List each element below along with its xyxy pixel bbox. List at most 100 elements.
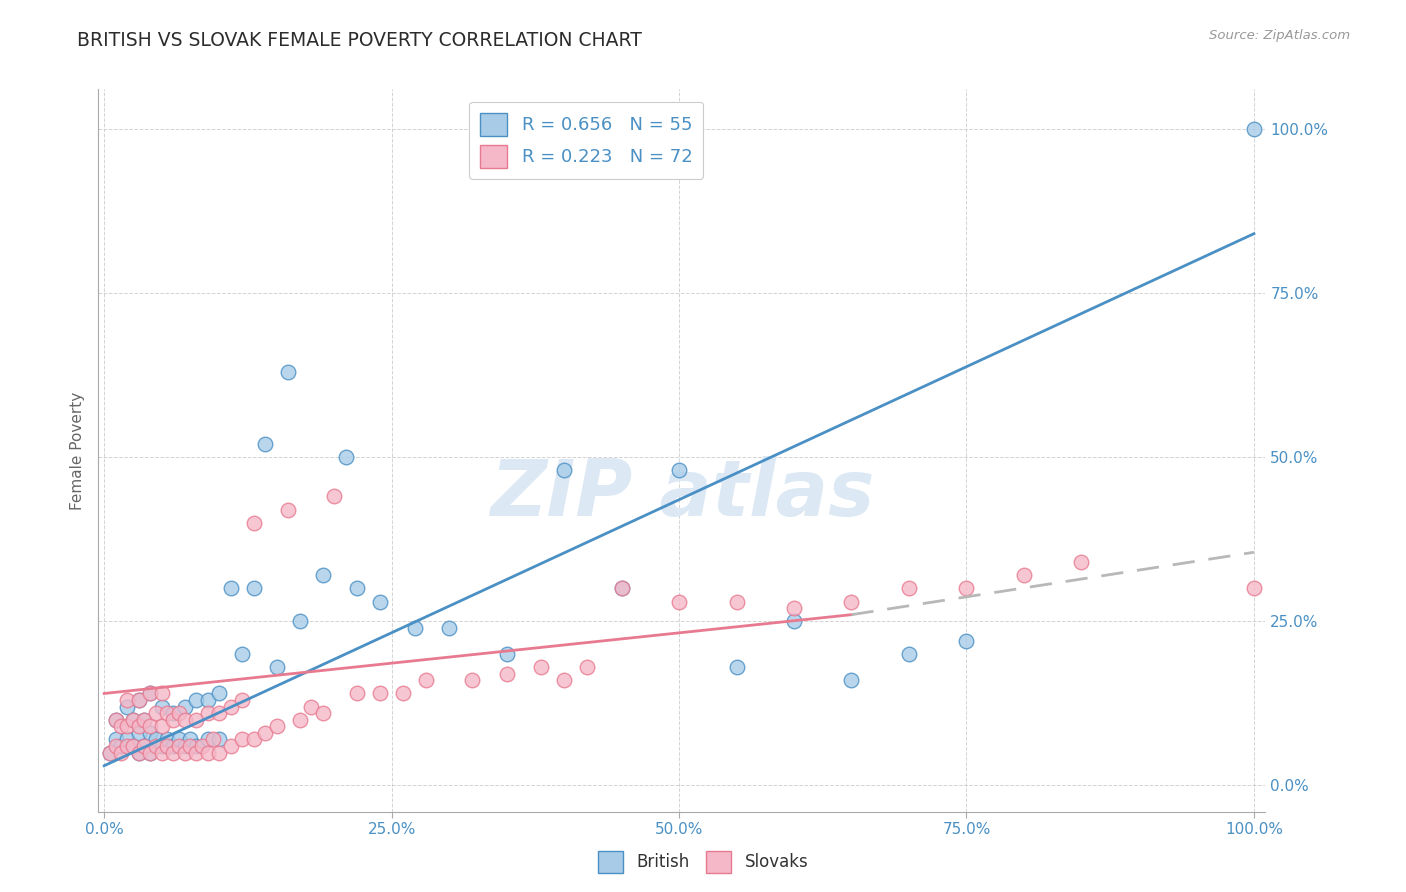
- Point: [173, 739, 195, 753]
- Point: [162, 706, 184, 721]
- Point: [219, 582, 242, 596]
- Point: [128, 726, 150, 740]
- Point: [231, 693, 253, 707]
- Point: [197, 706, 219, 721]
- Point: [288, 614, 311, 628]
- Point: [173, 746, 195, 760]
- Point: [139, 686, 162, 700]
- Point: [110, 739, 132, 753]
- Point: [150, 746, 173, 760]
- Point: [437, 621, 460, 635]
- Point: [167, 732, 190, 747]
- Point: [156, 739, 179, 753]
- Point: [115, 699, 138, 714]
- Text: Source: ZipAtlas.com: Source: ZipAtlas.com: [1209, 29, 1350, 42]
- Point: [242, 582, 264, 596]
- Point: [323, 490, 346, 504]
- Point: [898, 647, 921, 661]
- Point: [668, 594, 690, 608]
- Point: [139, 746, 162, 760]
- Point: [128, 746, 150, 760]
- Point: [145, 739, 167, 753]
- Point: [219, 699, 242, 714]
- Point: [186, 746, 208, 760]
- Point: [495, 666, 517, 681]
- Point: [208, 706, 231, 721]
- Point: [186, 713, 208, 727]
- Point: [162, 746, 184, 760]
- Point: [139, 686, 162, 700]
- Point: [725, 594, 748, 608]
- Point: [783, 601, 806, 615]
- Point: [346, 582, 368, 596]
- Point: [134, 739, 156, 753]
- Point: [208, 732, 231, 747]
- Point: [162, 713, 184, 727]
- Point: [392, 686, 415, 700]
- Point: [139, 726, 162, 740]
- Point: [104, 739, 127, 753]
- Point: [202, 732, 225, 747]
- Point: [254, 726, 277, 740]
- Point: [335, 450, 357, 464]
- Point: [173, 699, 195, 714]
- Point: [110, 746, 132, 760]
- Point: [150, 699, 173, 714]
- Point: [150, 739, 173, 753]
- Point: [530, 660, 553, 674]
- Point: [208, 686, 231, 700]
- Point: [254, 437, 277, 451]
- Point: [150, 686, 173, 700]
- Point: [495, 647, 517, 661]
- Point: [179, 732, 201, 747]
- Point: [167, 739, 190, 753]
- Point: [288, 713, 311, 727]
- Point: [115, 719, 138, 733]
- Point: [128, 693, 150, 707]
- Point: [277, 502, 299, 516]
- Point: [115, 732, 138, 747]
- Point: [1012, 568, 1035, 582]
- Point: [231, 732, 253, 747]
- Point: [242, 732, 264, 747]
- Point: [404, 621, 426, 635]
- Point: [368, 594, 391, 608]
- Point: [1243, 582, 1265, 596]
- Point: [104, 713, 127, 727]
- Point: [576, 660, 599, 674]
- Point: [783, 614, 806, 628]
- Point: [841, 594, 863, 608]
- Point: [898, 582, 921, 596]
- Y-axis label: Female Poverty: Female Poverty: [70, 392, 86, 509]
- Point: [186, 739, 208, 753]
- Point: [415, 673, 437, 688]
- Point: [299, 699, 322, 714]
- Point: [610, 582, 633, 596]
- Point: [266, 719, 288, 733]
- Point: [191, 739, 214, 753]
- Point: [122, 739, 145, 753]
- Point: [128, 746, 150, 760]
- Point: [115, 693, 138, 707]
- Text: ZIP atlas: ZIP atlas: [489, 456, 875, 532]
- Point: [104, 732, 127, 747]
- Point: [115, 739, 138, 753]
- Point: [139, 746, 162, 760]
- Point: [277, 365, 299, 379]
- Point: [311, 706, 333, 721]
- Point: [145, 732, 167, 747]
- Point: [242, 516, 264, 530]
- Point: [134, 713, 156, 727]
- Point: [122, 739, 145, 753]
- Point: [461, 673, 484, 688]
- Point: [725, 660, 748, 674]
- Point: [208, 746, 231, 760]
- Point: [110, 719, 132, 733]
- Point: [104, 713, 127, 727]
- Point: [219, 739, 242, 753]
- Point: [98, 746, 121, 760]
- Point: [955, 634, 977, 648]
- Point: [186, 693, 208, 707]
- Point: [231, 647, 253, 661]
- Legend: British, Slovaks: British, Slovaks: [591, 845, 815, 880]
